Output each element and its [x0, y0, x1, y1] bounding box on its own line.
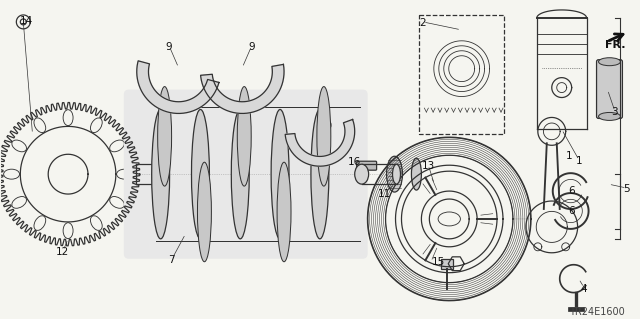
Text: 13: 13 — [421, 161, 435, 171]
Text: 10: 10 — [320, 122, 333, 131]
Text: 12: 12 — [56, 247, 69, 257]
Text: 6: 6 — [569, 206, 575, 216]
Text: 3: 3 — [611, 108, 618, 117]
FancyBboxPatch shape — [356, 161, 376, 170]
Ellipse shape — [152, 109, 170, 239]
Text: 15: 15 — [431, 257, 445, 267]
Ellipse shape — [191, 109, 209, 239]
Ellipse shape — [412, 158, 421, 190]
Text: 9: 9 — [248, 42, 255, 52]
Text: 1: 1 — [566, 151, 572, 161]
Polygon shape — [200, 64, 284, 114]
Ellipse shape — [277, 162, 291, 262]
Text: 8: 8 — [320, 108, 326, 117]
Ellipse shape — [198, 162, 211, 262]
Text: 5: 5 — [623, 184, 630, 194]
Ellipse shape — [317, 86, 331, 186]
FancyBboxPatch shape — [442, 259, 453, 269]
Polygon shape — [285, 119, 355, 166]
Text: 16: 16 — [348, 157, 361, 167]
Ellipse shape — [157, 86, 172, 186]
Polygon shape — [137, 61, 219, 114]
Text: 2: 2 — [419, 18, 426, 28]
Text: 4: 4 — [580, 284, 588, 293]
Ellipse shape — [392, 164, 401, 184]
Text: 1: 1 — [575, 156, 582, 166]
FancyBboxPatch shape — [124, 90, 367, 259]
Text: TR24E1600: TR24E1600 — [569, 307, 625, 316]
Ellipse shape — [311, 109, 329, 239]
Text: FR.: FR. — [605, 40, 625, 50]
Ellipse shape — [598, 113, 620, 120]
Ellipse shape — [271, 109, 289, 239]
Ellipse shape — [355, 164, 369, 184]
Ellipse shape — [598, 58, 620, 66]
Ellipse shape — [231, 109, 249, 239]
Text: 7: 7 — [168, 255, 175, 265]
Ellipse shape — [387, 156, 403, 192]
Ellipse shape — [237, 86, 252, 186]
Text: 14: 14 — [19, 16, 33, 26]
Text: 11: 11 — [378, 189, 391, 199]
Text: 9: 9 — [166, 42, 172, 52]
FancyBboxPatch shape — [596, 60, 623, 118]
Text: 6: 6 — [569, 186, 575, 196]
